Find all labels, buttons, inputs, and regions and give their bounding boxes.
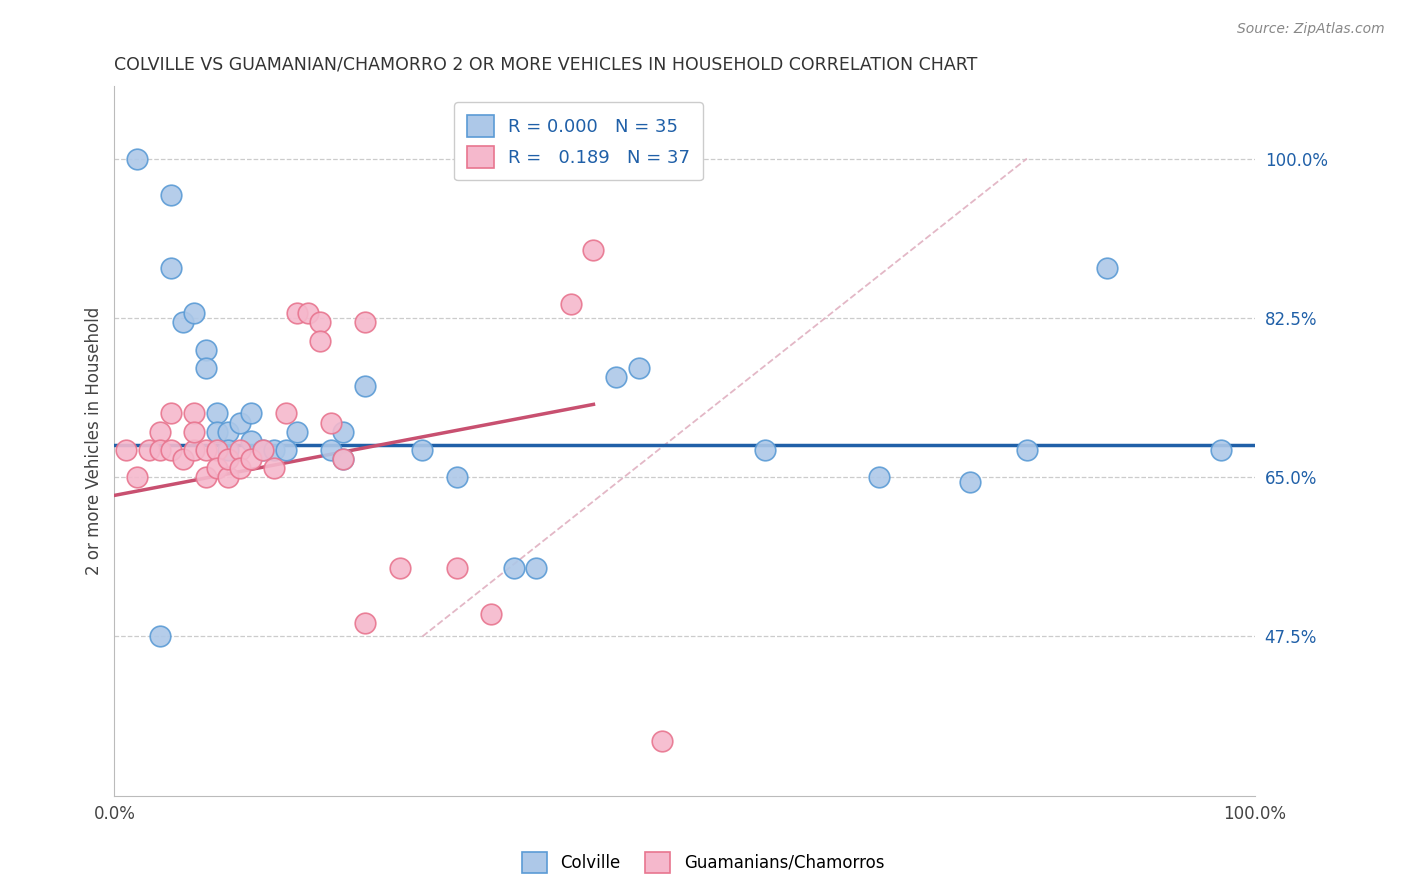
Point xyxy=(240,407,263,421)
Point xyxy=(308,315,330,329)
Point xyxy=(172,452,194,467)
Point xyxy=(411,442,433,457)
Point xyxy=(127,470,149,484)
Point xyxy=(149,630,172,644)
Point xyxy=(183,442,205,457)
Point xyxy=(274,442,297,457)
Point xyxy=(560,297,582,311)
Text: Source: ZipAtlas.com: Source: ZipAtlas.com xyxy=(1237,22,1385,37)
Y-axis label: 2 or more Vehicles in Household: 2 or more Vehicles in Household xyxy=(86,307,103,575)
Point xyxy=(754,442,776,457)
Point xyxy=(446,561,468,575)
Point xyxy=(172,315,194,329)
Point xyxy=(205,425,228,439)
Point xyxy=(297,306,319,320)
Point xyxy=(205,407,228,421)
Point xyxy=(332,452,354,467)
Point xyxy=(229,442,252,457)
Point xyxy=(217,470,239,484)
Point xyxy=(138,442,160,457)
Point xyxy=(308,334,330,348)
Text: COLVILLE VS GUAMANIAN/CHAMORRO 2 OR MORE VEHICLES IN HOUSEHOLD CORRELATION CHART: COLVILLE VS GUAMANIAN/CHAMORRO 2 OR MORE… xyxy=(114,55,977,73)
Point xyxy=(217,452,239,467)
Point xyxy=(240,452,263,467)
Point xyxy=(229,461,252,475)
Point xyxy=(959,475,981,489)
Point xyxy=(332,452,354,467)
Point xyxy=(229,416,252,430)
Point xyxy=(217,425,239,439)
Point xyxy=(1095,260,1118,275)
Legend: Colville, Guamanians/Chamorros: Colville, Guamanians/Chamorros xyxy=(515,846,891,880)
Point xyxy=(114,442,136,457)
Point xyxy=(183,306,205,320)
Point xyxy=(160,188,183,202)
Point xyxy=(149,442,172,457)
Point xyxy=(194,361,217,376)
Point xyxy=(160,442,183,457)
Point xyxy=(354,315,377,329)
Point xyxy=(321,416,343,430)
Point xyxy=(628,361,651,376)
Point xyxy=(205,461,228,475)
Point xyxy=(479,607,502,621)
Point xyxy=(252,442,274,457)
Point xyxy=(388,561,411,575)
Point xyxy=(285,425,308,439)
Point xyxy=(149,425,172,439)
Point xyxy=(205,442,228,457)
Point xyxy=(252,442,274,457)
Point xyxy=(605,370,627,384)
Point xyxy=(194,442,217,457)
Point xyxy=(183,407,205,421)
Point xyxy=(274,407,297,421)
Point xyxy=(263,461,285,475)
Point xyxy=(194,470,217,484)
Point xyxy=(651,734,673,748)
Point xyxy=(321,442,343,457)
Point xyxy=(160,260,183,275)
Point xyxy=(354,379,377,393)
Point xyxy=(240,434,263,448)
Point xyxy=(1015,442,1038,457)
Point xyxy=(263,442,285,457)
Point xyxy=(217,442,239,457)
Point xyxy=(582,243,605,257)
Point xyxy=(868,470,890,484)
Point xyxy=(446,470,468,484)
Point xyxy=(332,425,354,439)
Point xyxy=(160,407,183,421)
Point xyxy=(285,306,308,320)
Point xyxy=(127,152,149,166)
Point xyxy=(1209,442,1232,457)
Point xyxy=(354,615,377,630)
Point xyxy=(526,561,548,575)
Point xyxy=(194,343,217,357)
Legend: R = 0.000   N = 35, R =   0.189   N = 37: R = 0.000 N = 35, R = 0.189 N = 37 xyxy=(454,102,703,180)
Point xyxy=(183,425,205,439)
Point xyxy=(502,561,524,575)
